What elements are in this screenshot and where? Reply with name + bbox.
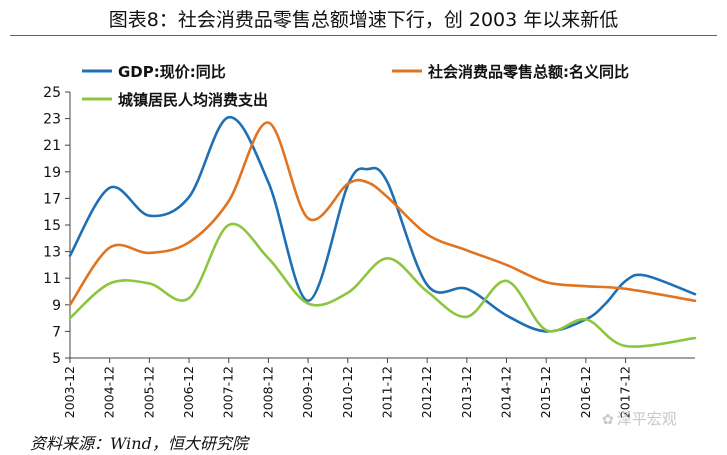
y-tick-label: 19 (43, 165, 61, 181)
x-tick-label: 2017-12 (618, 366, 633, 418)
x-tick-label: 2016-12 (578, 366, 593, 418)
title-divider (10, 35, 717, 36)
y-tick-label: 9 (52, 298, 61, 314)
axes-group: 5 7 9 11 13 15 17 19 21 23 25 2003-12 2004-12 2005-12… (43, 85, 695, 418)
y-tick-label: 23 (43, 112, 61, 128)
y-tick-label: 17 (43, 191, 61, 207)
legend-urban-consumption-label: 城镇居民人均消费支出 (118, 91, 268, 109)
x-tick-label: 2015-12 (538, 366, 553, 418)
x-tick-label: 2008-12 (260, 366, 275, 418)
watermark-text: 泽平宏观 (616, 410, 677, 428)
source-note: 资料来源：Wind，恒大研究院 (30, 434, 248, 453)
x-tick-label: 2004-12 (102, 366, 117, 418)
y-tick-label: 5 (52, 351, 61, 367)
x-tick-label: 2006-12 (181, 366, 196, 418)
chart-area: 5 7 9 11 13 15 17 19 21 23 25 2003-12 2004-12 2005-12… (0, 40, 727, 430)
x-tick-label: 2005-12 (141, 366, 156, 418)
line-chart: 5 7 9 11 13 15 17 19 21 23 25 2003-12 2004-12 2005-12… (43, 63, 697, 418)
legend-gdp-label: GDP:现价:同比 (118, 63, 226, 81)
gdp-nominal-yoy-line (68, 115, 697, 333)
x-tick-label: 2012-12 (419, 366, 434, 418)
x-tick-label: 2003-12 (62, 366, 77, 418)
x-tick-label: 2014-12 (499, 366, 514, 418)
x-tick-label: 2011-12 (379, 366, 394, 418)
y-tick-label: 25 (43, 85, 61, 101)
watermark: ✿ 泽平宏观 (602, 408, 677, 429)
x-tick-label: 2007-12 (221, 366, 236, 418)
series-lines-group (68, 115, 697, 348)
chart-title: 图表8：社会消费品零售总额增速下行，创 2003 年以来新低 (108, 9, 619, 31)
x-tick-label: 2013-12 (459, 366, 474, 418)
y-tick-label: 11 (43, 271, 61, 287)
y-tick-label: 7 (52, 324, 61, 340)
urban-consumption-per-capita-line (68, 222, 697, 348)
x-tick-label: 2009-12 (300, 366, 315, 418)
y-tick-label: 21 (43, 138, 61, 154)
retail-sales-yoy-line (68, 121, 697, 307)
y-tick-label: 13 (43, 245, 61, 261)
title-bar: 图表8：社会消费品零售总额增速下行，创 2003 年以来新低 (0, 0, 727, 36)
y-tick-label: 15 (43, 218, 61, 234)
x-tick-label: 2010-12 (340, 366, 355, 418)
legend-retail-sales-label: 社会消费品零售总额:名义同比 (427, 63, 629, 81)
wechat-icon: ✿ (602, 412, 614, 428)
